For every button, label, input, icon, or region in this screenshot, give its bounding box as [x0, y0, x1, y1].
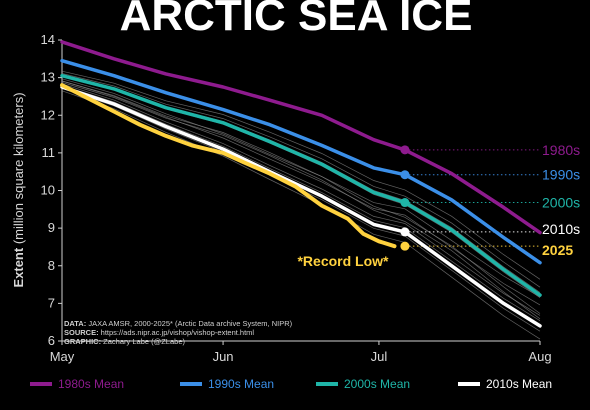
y-tick-label: 10 — [41, 183, 55, 198]
source-line-label: SOURCE: — [64, 328, 101, 337]
series-line-2010s — [60, 85, 542, 328]
end-label-2010s: 2010s — [542, 221, 580, 237]
y-tick-label: 11 — [42, 145, 56, 160]
source-line: SOURCE: https://ads.nipr.ac.jp/vishop/vi… — [64, 328, 254, 337]
y-tick-label: 14 — [41, 32, 55, 47]
y-tick-label: 6 — [48, 333, 55, 348]
x-tick-label: Aug — [528, 349, 551, 364]
background-year-line — [61, 73, 541, 288]
end-label-2000s: 2000s — [542, 195, 580, 211]
source-line: GRAPHIC: Zachary Labe (@ZLabe) — [64, 337, 185, 346]
y-axis-title: Extent (million square kilometers) — [11, 92, 26, 287]
record-low-annotation: *Record Low* — [297, 253, 389, 269]
end-marker-2025 — [400, 241, 410, 251]
y-axis-title-rest: (million square kilometers) — [11, 92, 26, 244]
end-label-1990s: 1990s — [542, 167, 580, 183]
background-year-line — [61, 88, 541, 332]
y-tick-label: 12 — [41, 107, 55, 122]
legend-label-2000s: 2000s Mean — [344, 377, 410, 391]
legend-label-2010s: 2010s Mean — [486, 377, 552, 391]
y-tick-label: 7 — [48, 295, 55, 310]
background-year-line — [61, 83, 541, 316]
source-line: DATA: JAXA AMSR, 2000-2025* (Arctic Data… — [64, 319, 293, 328]
end-marker-1980s — [400, 145, 410, 155]
background-year-line — [61, 70, 541, 280]
y-tick-label: 8 — [48, 258, 55, 273]
series-line-2000s — [60, 73, 542, 297]
x-tick-label: Jul — [371, 349, 388, 364]
axes: 6 7 8 9 10 11 12 13 14 May Jun Jul Aug — [41, 32, 552, 364]
source-line-label: GRAPHIC: — [64, 337, 103, 346]
x-tick-label: Jun — [213, 349, 234, 364]
y-tick-label: 13 — [41, 70, 55, 85]
x-tick-label: May — [50, 349, 75, 364]
source-block: DATA: JAXA AMSR, 2000-2025* (Arctic Data… — [64, 319, 293, 346]
legend-label-1980s: 1980s Mean — [58, 377, 124, 391]
source-line-label: DATA: — [64, 319, 88, 328]
source-line-text: JAXA AMSR, 2000-2025* (Arctic Data archi… — [88, 319, 292, 328]
background-year-line — [61, 85, 541, 321]
series-line-1990s — [60, 58, 542, 265]
legend: 1980s Mean 1990s Mean 2000s Mean 2010s Mean — [30, 377, 552, 391]
end-label-1980s: 1980s — [542, 142, 580, 158]
end-labels: 1980s 1990s 2000s 2010s 2025 — [542, 142, 580, 258]
end-marker-2000s — [400, 198, 410, 208]
background-year-line — [61, 78, 541, 298]
chart-title: ARCTIC SEA ICE — [120, 0, 473, 40]
end-label-2025: 2025 — [542, 242, 573, 258]
background-year-line — [61, 90, 541, 340]
source-line-text: Zachary Labe (@ZLabe) — [103, 337, 185, 346]
y-tick-label: 9 — [48, 220, 55, 235]
svg-text:Extent (million square kilomet: Extent (million square kilometers) — [11, 92, 26, 287]
end-markers — [400, 145, 410, 251]
series-line-2025 — [60, 83, 397, 249]
series-lines — [60, 40, 542, 328]
series-line-1980s — [60, 40, 542, 235]
end-marker-1990s — [400, 170, 410, 180]
y-axis-title-bold: Extent — [11, 247, 26, 287]
legend-label-1990s: 1990s Mean — [208, 377, 274, 391]
background-year-line — [61, 82, 541, 320]
source-line-text: https://ads.nipr.ac.jp/vishop/vishop-ext… — [101, 328, 255, 337]
end-marker-2010s — [400, 227, 410, 237]
